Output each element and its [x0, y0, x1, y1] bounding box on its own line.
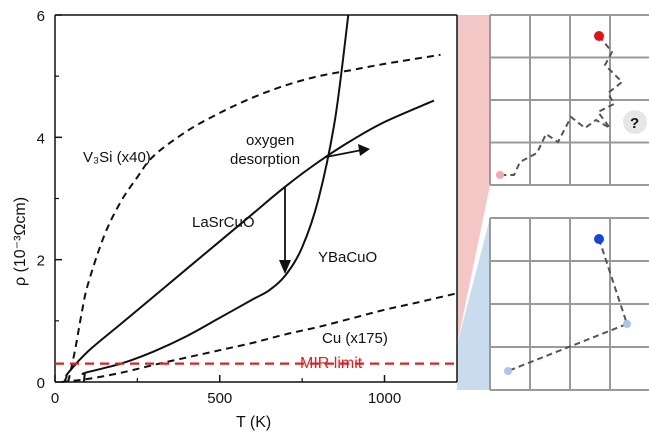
v3si-label: V₃Si (x40)	[83, 149, 151, 166]
cu-label: Cu (x175)	[322, 330, 388, 347]
question-bubble	[623, 110, 647, 134]
y-tick-label: 6	[37, 8, 45, 25]
lightblue-mid-dot	[623, 320, 631, 328]
series-lasrcuo-line	[63, 99, 435, 383]
oxygen-label: oxygen	[246, 132, 294, 149]
arrow-down-head	[279, 260, 291, 274]
bottom-random-walk-panel	[489, 217, 649, 391]
series-ybacuo-line	[81, 14, 350, 383]
ybacuo-label: YBaCuO	[318, 249, 377, 266]
question-mark: ?	[630, 115, 639, 132]
y-tick-label: 0	[37, 375, 45, 392]
x-axis-label: T (K)	[236, 414, 271, 431]
x-tick-label: 0	[51, 390, 59, 407]
blue-start-dot	[594, 234, 604, 244]
mir-limit-label: MIR limit	[300, 355, 363, 372]
pink-end-dot	[496, 171, 504, 179]
y-tick-label: 4	[37, 130, 45, 147]
pink-band	[457, 15, 490, 345]
y-tick-label: 2	[37, 253, 45, 270]
red-start-dot	[594, 31, 604, 41]
desorption-label: desorption	[230, 151, 300, 168]
y-axis-label: ρ (10⁻³Ωcm)	[12, 197, 29, 286]
x-tick-label: 500	[207, 390, 232, 407]
lasrcuo-label: LaSrCuO	[192, 214, 255, 231]
blue-band	[457, 218, 490, 390]
series-cu-x175--line	[61, 292, 458, 383]
lightblue-end-dot	[504, 367, 512, 375]
arrow-right-head	[358, 144, 370, 156]
series-v-si-x40--line	[67, 53, 441, 383]
random-walk-path-top	[500, 35, 624, 176]
x-tick-label: 1000	[368, 390, 401, 407]
top-random-walk-panel: ?	[489, 14, 649, 186]
resistivity-chart: 0 500 1000 0 2 4 6 MIR limit V₃Si (x40) oxygen…	[12, 8, 458, 431]
random-walk-path-bottom	[507, 238, 629, 372]
arrow-right	[325, 149, 363, 158]
